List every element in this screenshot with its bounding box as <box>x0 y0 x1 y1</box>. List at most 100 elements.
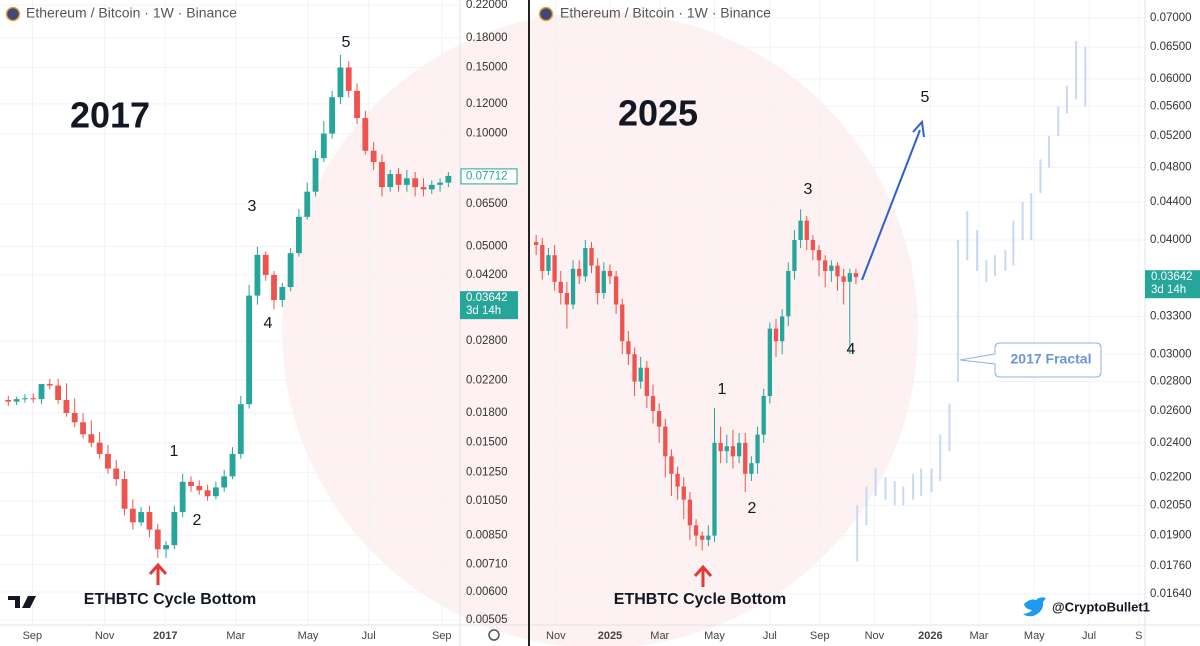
candle-body <box>287 253 294 288</box>
candle-body <box>638 367 643 382</box>
y-tick-label: 0.03000 <box>1150 348 1192 360</box>
candle-body <box>121 479 128 509</box>
candle-body <box>841 276 846 282</box>
wave-label: 5 <box>342 34 351 51</box>
candle-body <box>761 396 766 435</box>
candle-body <box>749 463 754 474</box>
candle-body <box>736 442 742 457</box>
candle-body <box>589 248 594 266</box>
x-tick-label: Mar <box>226 630 245 642</box>
y-tick-label: 0.01050 <box>466 495 508 507</box>
candle-body <box>823 260 828 271</box>
y-tick-label: 0.02200 <box>466 374 508 386</box>
candle-body <box>428 184 435 190</box>
candle-body <box>129 508 136 523</box>
candle-body <box>254 254 261 296</box>
candle-body <box>829 265 834 271</box>
candle-body <box>387 174 394 188</box>
candle-body <box>730 446 736 457</box>
symbol-icon <box>5 6 21 22</box>
watermark-circle <box>282 12 918 646</box>
y-tick-label: 0.01250 <box>466 466 508 478</box>
chart-title: Ethereum / Bitcoin · 1W · Binance <box>26 5 237 21</box>
candle-body <box>743 442 748 474</box>
y-tick-label: 0.06500 <box>1150 41 1192 53</box>
candle-body <box>188 481 194 486</box>
candle-body <box>663 426 668 457</box>
candle-body <box>607 270 613 277</box>
candle-body <box>171 512 178 546</box>
y-tick-label: 0.02800 <box>1150 376 1192 388</box>
x-tick-label: Nov <box>95 630 115 642</box>
x-tick-label: Sep <box>810 630 830 642</box>
candle-body <box>712 442 717 536</box>
candle-body <box>30 398 37 400</box>
tv-logo <box>8 596 36 608</box>
y-tick-label: 0.02050 <box>1150 499 1192 511</box>
y-tick-label: 0.04000 <box>1150 234 1192 246</box>
settings-icon[interactable] <box>488 629 500 641</box>
candle-body <box>237 404 244 454</box>
candle-body <box>786 270 791 317</box>
x-tick-label: Mar <box>969 630 988 642</box>
candle-body <box>632 354 637 382</box>
bottom-arrow <box>148 562 168 585</box>
candle-body <box>304 191 311 217</box>
candle-body <box>196 485 203 491</box>
y-tick-label: 0.04200 <box>466 269 508 281</box>
candle-body <box>681 486 686 500</box>
candle-body <box>558 281 563 294</box>
y-tick-label: 0.01900 <box>1150 530 1192 542</box>
candle-body <box>724 446 729 452</box>
candle-body <box>320 133 327 159</box>
projection-arrow <box>861 129 921 281</box>
candle-body <box>403 178 410 185</box>
candle-body <box>337 67 344 98</box>
candle-body <box>354 90 360 119</box>
candle-body <box>595 265 600 294</box>
candle-body <box>626 341 631 355</box>
y-tick-label: 0.15000 <box>466 62 508 74</box>
x-tick-label: S <box>1135 630 1142 642</box>
candle-body <box>540 244 545 271</box>
candle-body <box>412 178 419 188</box>
y-tick-label: 0.02800 <box>466 335 508 347</box>
price-tag-value: 0.07712 <box>466 170 508 182</box>
arrow-head <box>912 119 925 138</box>
wave-label: 2 <box>748 500 757 517</box>
marks-layer <box>5 41 1087 562</box>
y-tick-label: 0.01640 <box>1150 588 1192 600</box>
candle-body <box>804 220 809 240</box>
candle-body <box>279 287 286 301</box>
candle-body <box>370 150 377 162</box>
wave-label: 1 <box>170 443 179 460</box>
candle-body <box>379 161 385 188</box>
wave-label: 1 <box>718 381 727 398</box>
y-tick-label: 0.02600 <box>1150 405 1192 417</box>
candle-body <box>362 118 369 151</box>
candle-body <box>71 412 78 423</box>
x-tick-label: Mar <box>650 630 669 642</box>
x-tick-label: Sep <box>23 630 43 642</box>
candle-body <box>700 535 705 540</box>
candle-body <box>395 174 402 185</box>
x-tick-label: Nov <box>546 630 566 642</box>
chart-title: Ethereum / Bitcoin · 1W · Binance <box>560 5 771 21</box>
y-tick-label: 0.06500 <box>466 198 508 210</box>
y-tick-label: 0.02400 <box>1150 437 1192 449</box>
candle-body <box>706 535 711 540</box>
candle-body <box>154 529 161 550</box>
wave-label: 3 <box>248 198 257 215</box>
x-tick-label: May <box>298 630 319 642</box>
wave-label: 4 <box>847 341 856 358</box>
y-tick-label: 0.10000 <box>466 128 508 140</box>
x-tick-label: Jul <box>362 630 376 642</box>
wave-label: 3 <box>804 181 813 198</box>
x-tick-label: Jul <box>1082 630 1096 642</box>
y-tick-label: 0.03300 <box>1150 310 1192 322</box>
wave-label: 5 <box>921 89 930 106</box>
price-tag <box>1145 270 1200 299</box>
x-tick-label: Jul <box>763 630 777 642</box>
